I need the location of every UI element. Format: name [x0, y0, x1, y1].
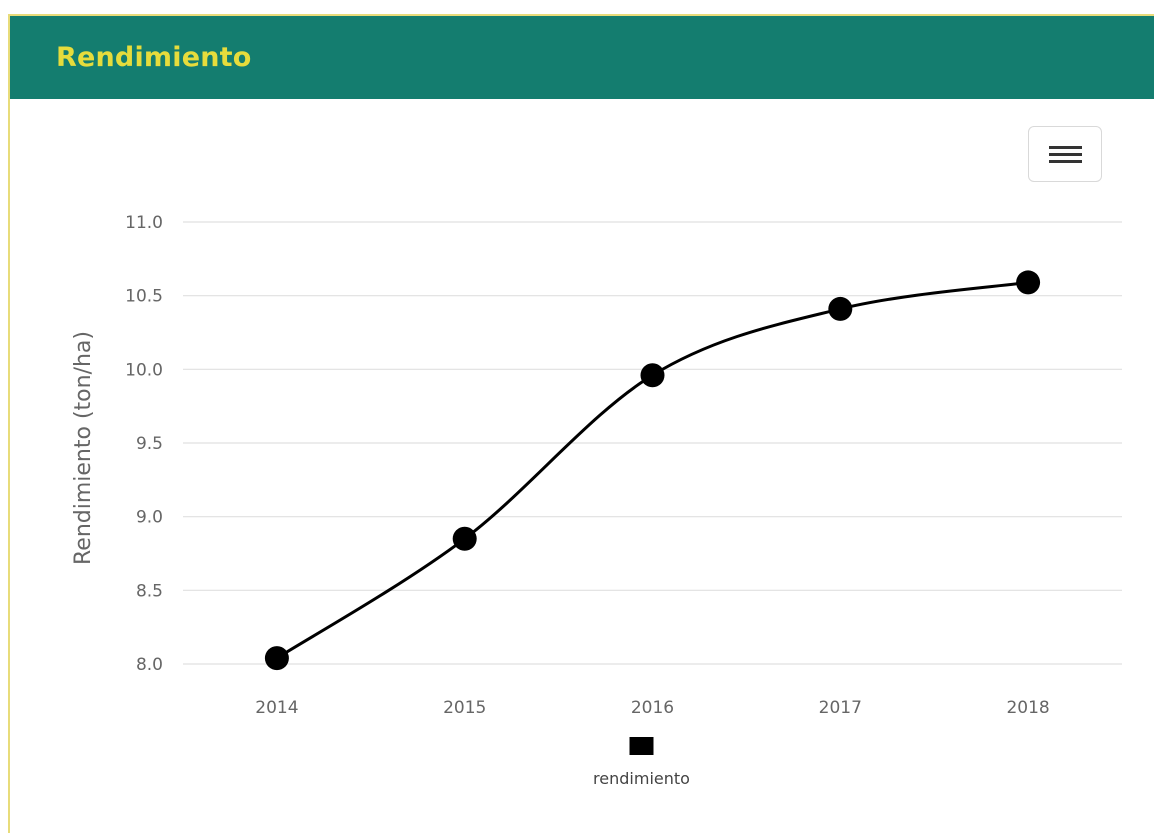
x-tick-label: 2016: [631, 698, 674, 718]
y-axis-ticks: 8.0 8.5 9.0 9.5 10.0 10.5 11.0: [125, 213, 163, 675]
y-tick-label: 9.5: [136, 434, 163, 454]
x-tick-label: 2014: [255, 698, 298, 718]
data-point[interactable]: [264, 646, 289, 671]
card-title: Rendimiento: [56, 42, 252, 73]
x-tick-label: 2015: [443, 698, 486, 718]
data-point[interactable]: [1016, 270, 1041, 295]
data-point[interactable]: [640, 363, 665, 388]
y-tick-label: 8.0: [136, 655, 163, 675]
y-tick-label: 11.0: [125, 213, 163, 233]
series-group: [264, 270, 1041, 671]
data-point[interactable]: [452, 526, 477, 551]
legend-label: rendimiento: [593, 769, 690, 788]
legend[interactable]: rendimiento: [593, 737, 690, 788]
grid-lines: [183, 221, 1122, 665]
legend-marker: [629, 737, 654, 755]
x-tick-label: 2017: [819, 698, 862, 718]
y-tick-label: 9.0: [136, 508, 163, 528]
chart-menu-button[interactable]: [1028, 126, 1102, 182]
y-tick-label: 8.5: [136, 581, 163, 601]
series-line: [276, 280, 1029, 660]
chart-card: Rendimiento: [8, 14, 1154, 833]
y-tick-label: 10.5: [125, 287, 163, 307]
data-point[interactable]: [828, 296, 853, 321]
card-header: Rendimiento: [10, 16, 1154, 99]
x-axis-ticks: 2014 2015 2016 2017 2018: [255, 698, 1049, 718]
y-axis-label: Rendimiento (ton/ha): [71, 331, 96, 565]
y-tick-label: 10.0: [125, 360, 163, 380]
x-tick-label: 2018: [1006, 698, 1049, 718]
